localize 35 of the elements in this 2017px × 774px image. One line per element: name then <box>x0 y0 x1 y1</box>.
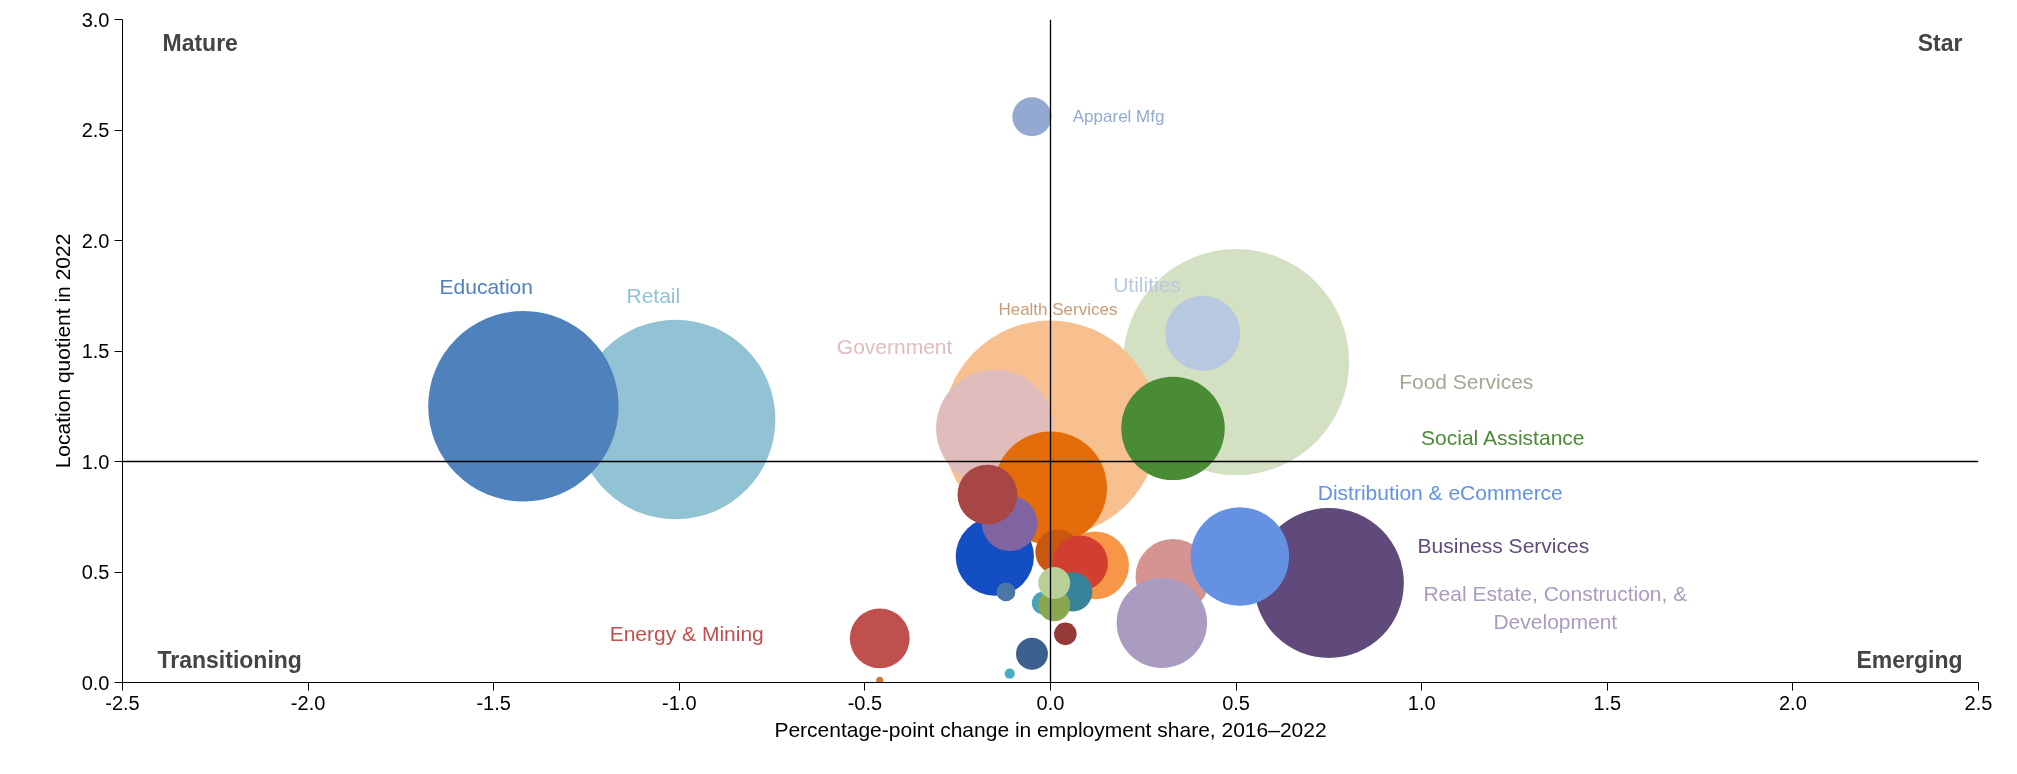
annotation: Mature <box>162 29 238 56</box>
y-tick-label: 2.0 <box>81 229 110 252</box>
text: Real Estate, Construction, & Development <box>1423 582 1688 633</box>
x-tick-label: 2.5 <box>1964 691 1993 714</box>
series-label: Health Services <box>998 299 1118 319</box>
y-tick-label: 0.0 <box>81 671 110 694</box>
x-tick-label: -1.5 <box>476 691 511 714</box>
series-label: Retail <box>626 284 681 308</box>
text: Food Services <box>1399 370 1534 394</box>
y-tick-label: 1.5 <box>81 340 110 362</box>
text: Distribution & eCommerce <box>1317 480 1563 504</box>
x-tick-label: 0.0 <box>1036 691 1065 714</box>
series-label: Business Services <box>1417 533 1590 557</box>
annotation: Star <box>1917 29 1963 56</box>
x-tick-label: 2.0 <box>1779 691 1807 714</box>
annotation: Transitioning <box>157 646 302 673</box>
x-tick-label: 1.0 <box>1407 691 1436 714</box>
y-tick-label: 2.5 <box>81 119 110 141</box>
x-tick-label: -1.0 <box>662 691 697 714</box>
annotation: Emerging <box>1856 646 1963 673</box>
y-tick-label: 1.0 <box>81 450 110 473</box>
x-tick-label: -2.5 <box>105 691 140 714</box>
series-label: Government <box>836 335 953 359</box>
x-tick-label: 0.5 <box>1222 691 1251 714</box>
series-label: Apparel Mfg <box>1072 107 1165 127</box>
y-tick-label: 0.5 <box>81 561 110 583</box>
text: Social Assistance <box>1421 425 1585 449</box>
x-tick-label: 1.5 <box>1593 691 1622 714</box>
x-axis-title: Percentage-point change in employment share, 2016–2022 <box>774 717 1327 741</box>
y-axis-title: Location quotient in 2022 <box>50 233 74 469</box>
x-tick-label: -2.0 <box>290 691 326 714</box>
x-tick-label: -0.5 <box>847 691 883 714</box>
text: Energy & Mining <box>609 622 764 646</box>
y-tick-label: 3.0 <box>81 8 110 31</box>
series-label: Education <box>439 275 533 299</box>
